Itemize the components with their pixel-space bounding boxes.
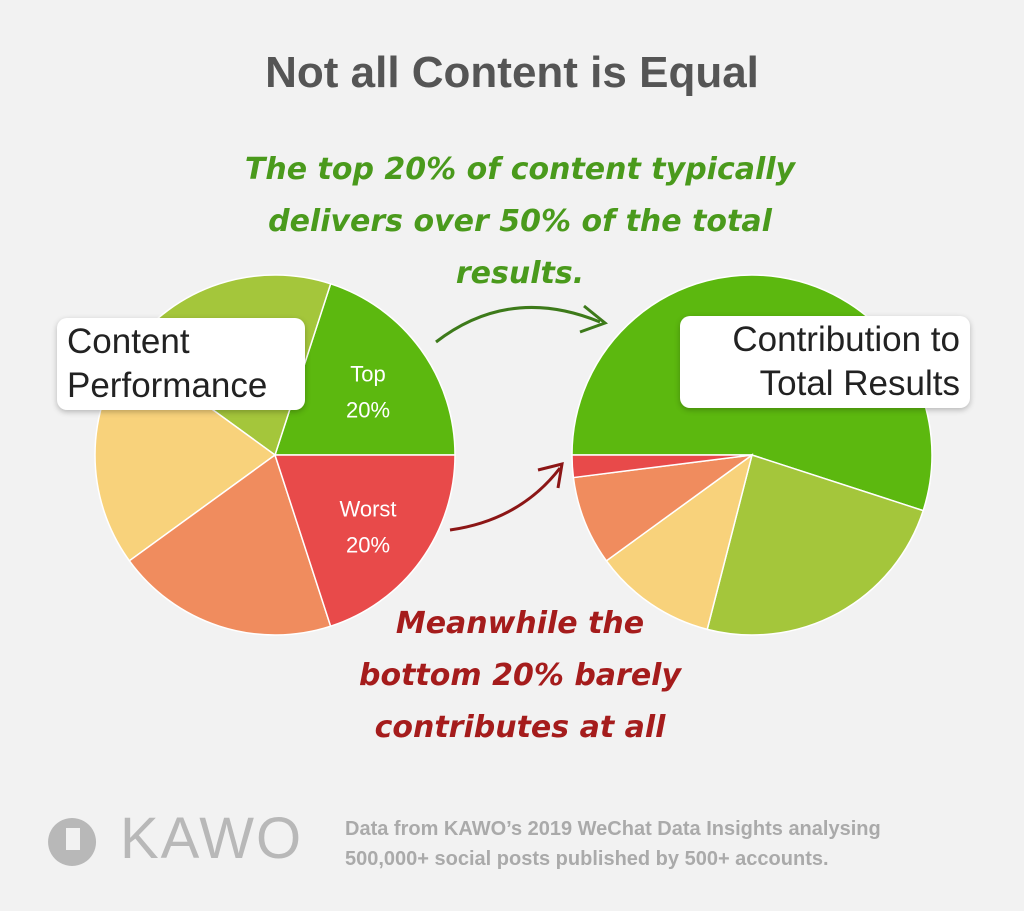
- chart-title: Contribution to Total Results: [680, 316, 970, 408]
- arrowhead: [537, 461, 564, 489]
- pie-slice: [571, 454, 753, 479]
- arrow: [435, 306, 601, 344]
- logo-mark: [48, 818, 97, 866]
- page-title: Not all Content is Equal: [265, 48, 759, 97]
- slice-label: Top 20%: [346, 361, 390, 422]
- chart-title: Content Performance: [57, 318, 305, 410]
- slice-label: Worst 20%: [340, 497, 397, 558]
- pie-slice: [128, 453, 332, 636]
- pie-slice: [273, 282, 456, 456]
- source-note: Data from KAWO’s 2019 WeChat Data Insigh…: [345, 818, 881, 870]
- annotation: The top 20% of content typically deliver…: [244, 152, 796, 291]
- pie-slice: [706, 454, 925, 636]
- logo: KAWO: [120, 806, 304, 871]
- pie-slice: [273, 454, 456, 628]
- annotation: Meanwhile the bottom 20% barely contribu…: [358, 606, 682, 745]
- arrowhead: [579, 304, 609, 334]
- arrow: [449, 467, 562, 532]
- pie-slice: [572, 454, 753, 562]
- pie-slice: [605, 453, 754, 631]
